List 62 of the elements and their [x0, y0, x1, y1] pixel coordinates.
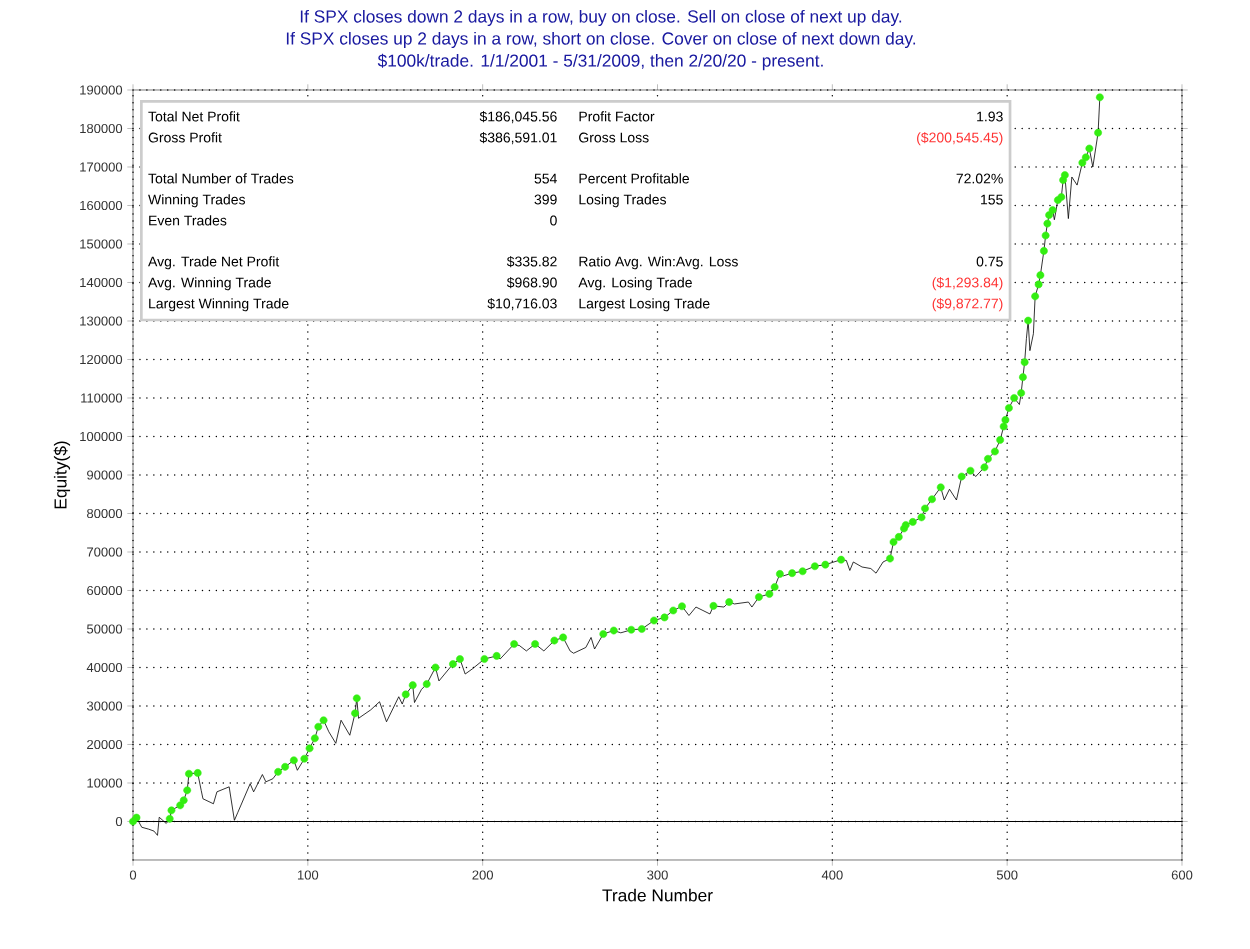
annotation: Avg. Trade Net Profit [148, 256, 280, 270]
annotation: $335.82 [506, 256, 557, 268]
annotation: Profit Factor [579, 111, 655, 122]
annotation: Total Net Profit [148, 111, 240, 122]
y-tick-label: 50000 [86, 624, 123, 634]
y-tick-label: 100000 [80, 431, 123, 442]
x-tick-label: 500 [996, 870, 1018, 880]
text: $100k/trade. 1/1/2001 - 5/31/2009, then 2/20/20 - present. [377, 53, 823, 71]
annotation: 0.75 [976, 256, 1003, 267]
y-tick-label: 130000 [80, 316, 123, 326]
annotation: $386,591.01 [479, 132, 557, 145]
y-tick-label: 170000 [80, 162, 123, 172]
annotation: $186,045.56 [479, 111, 557, 124]
annotation: Gross Loss [579, 132, 649, 143]
annotation: ($9,872.77) [932, 298, 1003, 312]
y-tick-label: 110000 [81, 393, 123, 403]
annotation: 155 [981, 194, 1003, 205]
y-tick-label: 0 [115, 816, 123, 827]
y-axis-title: Equity($) [53, 441, 71, 509]
annotation: Gross Profit [148, 132, 222, 143]
annotation: 554 [534, 173, 557, 184]
x-tick-label: 600 [1171, 870, 1193, 880]
y-tick-label: 20000 [87, 739, 123, 750]
y-tick-label: 90000 [87, 470, 123, 480]
annotation: 72.02% [956, 173, 1003, 184]
annotation: Avg. Winning Trade [148, 277, 271, 291]
y-tick-label: 140000 [80, 277, 123, 288]
annotation: $968.90 [506, 277, 557, 289]
annotation: 399 [534, 194, 557, 205]
y-tick-label: 160000 [80, 200, 123, 211]
annotation: ($1,293.84) [932, 277, 1003, 291]
annotation: Ratio Avg. Win:Avg. Loss [579, 256, 738, 270]
y-tick-label: 60000 [87, 585, 123, 596]
annotation: 1.93 [977, 111, 1003, 122]
annotation: Percent Profitable [579, 173, 689, 184]
annotation: Losing Trades [579, 194, 667, 208]
annotation: $10,716.03 [487, 298, 557, 311]
y-tick-label: 180000 [80, 123, 123, 134]
annotation: Avg. Losing Trade [578, 277, 692, 291]
annotation: Even Trades [149, 215, 227, 226]
y-tick-label: 80000 [87, 508, 123, 519]
y-tick-label: 40000 [86, 662, 123, 673]
annotation: Winning Trades [148, 194, 246, 208]
chart-title: If SPX closes down 2 days in a row, buy on close. Sell on close of next up day. [300, 9, 902, 27]
x-tick-label: 400 [821, 870, 843, 880]
x-axis-title: Trade Number [602, 888, 713, 902]
chart-subtitle: If SPX closes up 2 days in a row, short on close. Cover on close of next down day. [286, 31, 916, 49]
y-tick-label: 150000 [80, 239, 123, 249]
y-tick-label: 10000 [87, 778, 123, 788]
annotation: Largest Losing Trade [579, 298, 710, 312]
annotation: ($200,545.45) [917, 132, 1003, 146]
x-tick-label: 200 [472, 870, 494, 880]
y-tick-label: 30000 [86, 701, 123, 711]
y-tick-label: 120000 [80, 354, 123, 365]
x-tick-label: 0 [129, 870, 137, 880]
annotation: Total Number of Trades [148, 173, 294, 184]
annotation: Largest Winning Trade [149, 298, 289, 312]
y-tick-label: 70000 [87, 547, 123, 557]
x-tick-label: 300 [647, 870, 668, 880]
x-tick-label: 100 [297, 870, 319, 880]
y-tick-label: 190000 [80, 85, 123, 95]
annotation: 0 [550, 215, 557, 226]
